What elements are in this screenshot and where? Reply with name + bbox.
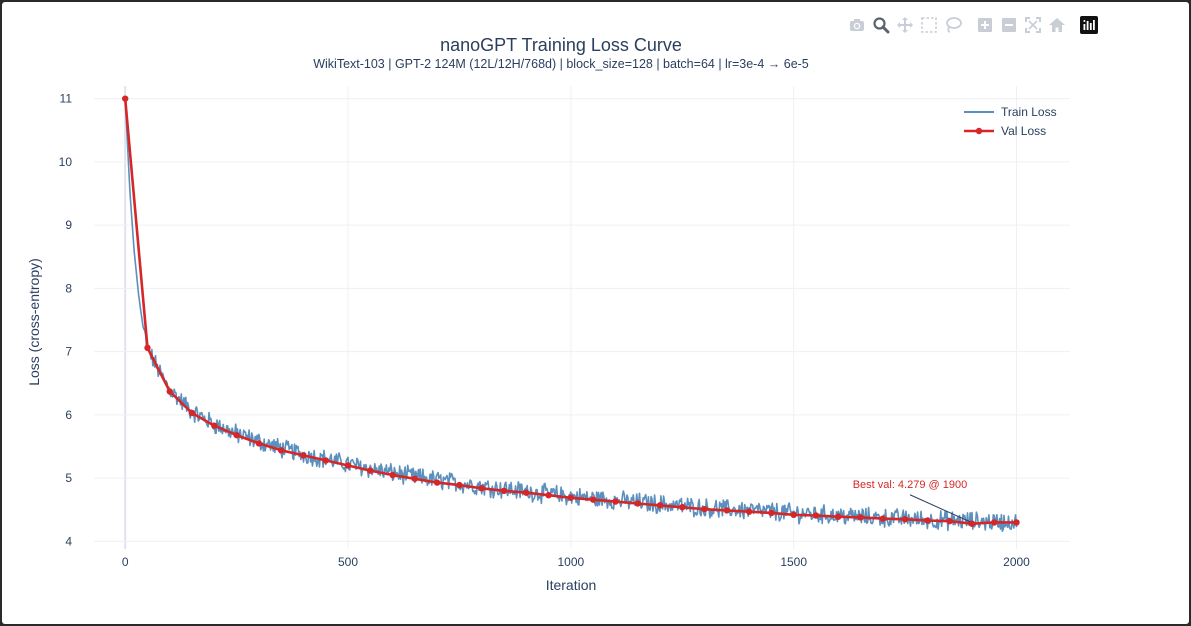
legend-train-label[interactable]: Train Loss: [1001, 105, 1057, 119]
chart-title: nanoGPT Training Loss Curve: [440, 35, 682, 55]
val-loss-point[interactable]: [545, 492, 552, 499]
val-loss-point[interactable]: [701, 505, 708, 513]
val-loss-point[interactable]: [723, 507, 731, 514]
legend-val-label[interactable]: Val Loss: [1001, 124, 1046, 138]
val-loss-point[interactable]: [679, 504, 686, 511]
val-loss-point[interactable]: [188, 409, 196, 417]
plot-area: [94, 86, 1070, 549]
val-loss-point[interactable]: [433, 479, 441, 486]
val-loss-point[interactable]: [367, 467, 374, 474]
val-loss-point[interactable]: [322, 457, 329, 464]
val-loss-point[interactable]: [835, 513, 842, 520]
val-loss-point[interactable]: [500, 487, 508, 495]
val-loss-point[interactable]: [968, 520, 976, 527]
y-tick-label: 8: [65, 281, 72, 295]
zoom-out-icon[interactable]: [997, 14, 1021, 36]
y-axis-title: Loss (cross-entropy): [26, 258, 42, 386]
box-select-icon[interactable]: [917, 14, 941, 36]
val-loss-point[interactable]: [745, 508, 753, 515]
val-loss-point[interactable]: [768, 509, 775, 517]
val-loss-point[interactable]: [901, 516, 909, 523]
x-axis-title: Iteration: [546, 577, 597, 593]
val-loss-point[interactable]: [946, 517, 953, 525]
x-tick-label: 1500: [780, 555, 807, 569]
val-loss-point[interactable]: [166, 388, 173, 395]
val-loss-point[interactable]: [612, 498, 619, 505]
camera-icon[interactable]: [845, 14, 869, 36]
val-loss-point[interactable]: [857, 514, 864, 521]
y-tick-label: 10: [59, 155, 73, 169]
zoom-in-icon[interactable]: [973, 14, 997, 36]
y-tick-label: 9: [65, 218, 72, 232]
modebar: [845, 14, 1101, 36]
val-loss-point[interactable]: [567, 494, 575, 501]
y-tick-label: 7: [65, 345, 72, 359]
val-loss-point[interactable]: [478, 485, 485, 492]
y-tick-label: 6: [65, 408, 72, 422]
val-loss-point[interactable]: [523, 489, 530, 496]
pan-icon[interactable]: [893, 14, 917, 36]
val-loss-point[interactable]: [879, 515, 887, 522]
zoom-icon[interactable]: [869, 14, 893, 36]
val-loss-point[interactable]: [121, 95, 129, 102]
reset-axes-icon[interactable]: [1045, 14, 1069, 36]
chart-subtitle: WikiText-103 | GPT-2 124M (12L/12H/768d)…: [313, 57, 809, 71]
legend-val-marker[interactable]: [975, 127, 983, 135]
val-loss-point[interactable]: [456, 481, 463, 489]
y-tick-label: 11: [60, 92, 73, 106]
plotly-logo-icon[interactable]: [1077, 14, 1101, 36]
val-loss-point[interactable]: [924, 517, 931, 524]
val-loss-point[interactable]: [389, 471, 396, 479]
val-loss-point[interactable]: [1013, 519, 1020, 526]
x-tick-label: 0: [122, 555, 129, 569]
autoscale-icon[interactable]: [1021, 14, 1045, 36]
val-loss-point[interactable]: [344, 462, 352, 469]
x-tick-label: 500: [338, 555, 358, 569]
val-loss-point[interactable]: [277, 447, 285, 454]
annotation-arrow: [909, 494, 971, 523]
val-loss-point[interactable]: [656, 502, 664, 509]
val-loss-point[interactable]: [589, 496, 597, 503]
lasso-select-icon[interactable]: [941, 14, 965, 36]
val-loss-point[interactable]: [211, 422, 218, 429]
val-loss-point[interactable]: [790, 511, 797, 519]
val-loss-point[interactable]: [255, 440, 263, 447]
x-tick-label: 1000: [558, 555, 585, 569]
val-loss-point[interactable]: [634, 500, 641, 507]
x-tick-label: 2000: [1003, 555, 1030, 569]
y-tick-label: 5: [65, 471, 72, 485]
val-loss-point[interactable]: [233, 431, 240, 439]
y-tick-label: 4: [65, 534, 72, 548]
val-loss-point[interactable]: [300, 452, 307, 459]
val-loss-point[interactable]: [812, 512, 820, 519]
val-loss-point[interactable]: [411, 475, 419, 482]
val-loss-point[interactable]: [144, 344, 151, 352]
val-loss-point[interactable]: [991, 519, 998, 526]
best-val-annotation: Best val: 4.279 @ 1900: [853, 479, 968, 491]
